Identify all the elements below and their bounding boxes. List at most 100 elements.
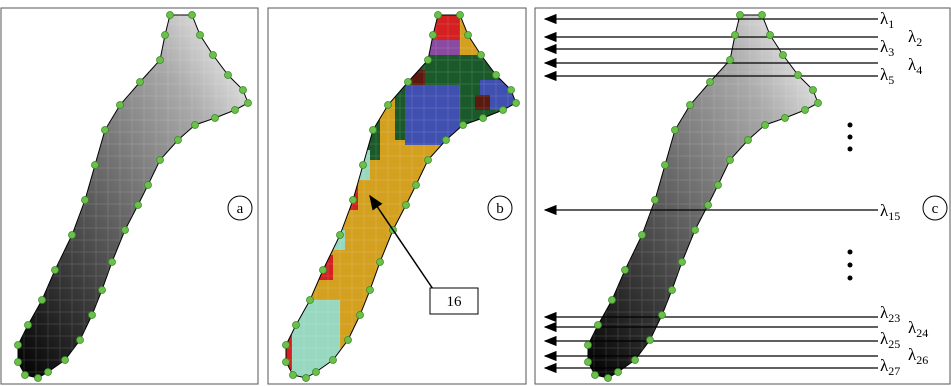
contour-point	[585, 342, 592, 349]
contour-point	[330, 357, 337, 364]
lambda-index: 5	[888, 73, 894, 87]
contour-point	[652, 197, 659, 204]
contour-point	[122, 227, 129, 234]
page: a 16 b c λ1λ2λ3λ4λ5λ15λ23λ24λ25λ26λ27 ((…	[0, 0, 951, 386]
contour-point	[225, 72, 232, 79]
lambda-index: 15	[888, 209, 900, 223]
lambda-label: λ1	[880, 9, 894, 31]
contour-point	[307, 297, 314, 304]
contour-point	[290, 372, 297, 379]
contour-point	[189, 12, 196, 19]
contour-point	[413, 182, 420, 189]
contour-point	[460, 122, 467, 129]
contour-point	[232, 107, 239, 114]
contour-point	[687, 102, 694, 109]
contour-point	[802, 107, 809, 114]
lambda-index: 27	[888, 364, 900, 378]
annotation: 16	[447, 294, 463, 310]
contour-point	[109, 259, 116, 266]
contour-point	[405, 79, 412, 86]
contour-point	[632, 357, 639, 364]
contour-point	[283, 342, 290, 349]
ellipsis	[848, 123, 853, 281]
contour-point	[759, 12, 766, 19]
contour-point	[727, 157, 734, 164]
panel-label: a	[237, 201, 244, 217]
contour-point	[592, 372, 599, 379]
contour-point	[430, 32, 437, 39]
contour-point	[245, 100, 252, 107]
contour-point	[35, 375, 42, 382]
contour-point	[465, 32, 472, 39]
contour-point	[377, 259, 384, 266]
contour-point	[692, 227, 699, 234]
panel-label: b	[496, 201, 504, 217]
contour-point	[210, 52, 217, 59]
contour-point	[513, 100, 520, 107]
contour-point	[313, 369, 320, 376]
contour-point	[615, 369, 622, 376]
contour-point	[283, 359, 290, 366]
region-outline	[286, 15, 516, 378]
contour-point	[102, 127, 109, 134]
contour-point	[25, 322, 32, 329]
lambda-index: 1	[888, 17, 894, 31]
contour-point	[192, 122, 199, 129]
contour-point	[478, 52, 485, 59]
contour-point	[425, 157, 432, 164]
lambda-index: 26	[916, 353, 928, 367]
contour-point	[345, 337, 352, 344]
contour-point	[360, 162, 367, 169]
contour-point	[727, 57, 734, 64]
lambda-label: λ27	[880, 356, 900, 378]
contour-point	[303, 375, 310, 382]
contour-point	[357, 312, 364, 319]
contour-point	[22, 372, 29, 379]
lambda-index: 25	[888, 337, 900, 351]
contour-point	[647, 337, 654, 344]
contour-point	[585, 359, 592, 366]
contour-point	[745, 137, 752, 144]
contour-point	[69, 232, 76, 239]
contour-point	[662, 162, 669, 169]
contour-point	[350, 197, 357, 204]
lambda-label: λ23	[880, 303, 900, 325]
contour-point	[39, 297, 46, 304]
contour-point	[403, 202, 410, 209]
contour-point	[737, 12, 744, 19]
contour-point	[605, 375, 612, 382]
contour-point	[82, 197, 89, 204]
contour-point	[669, 287, 676, 294]
contour-point	[435, 12, 442, 19]
contour-point	[609, 297, 616, 304]
panel-label: c	[932, 201, 939, 217]
contour-point	[157, 57, 164, 64]
contour-point	[732, 32, 739, 39]
contour-point	[622, 267, 629, 274]
contour-point	[425, 57, 432, 64]
contour-point	[337, 232, 344, 239]
contour-point	[293, 322, 300, 329]
contour-point	[672, 127, 679, 134]
lambda-index: 3	[888, 45, 894, 59]
contour-point	[367, 287, 374, 294]
lambda-label: λ5	[880, 65, 894, 87]
lambda-index: 4	[916, 63, 922, 77]
contour-point	[707, 79, 714, 86]
contour-point	[212, 115, 219, 122]
contour-point	[162, 32, 169, 39]
contour-point	[137, 79, 144, 86]
contour-point	[45, 369, 52, 376]
contour-point	[639, 232, 646, 239]
contour-point	[145, 182, 152, 189]
contour-point	[815, 100, 822, 107]
pixel-grid	[18, 15, 248, 378]
contour-point	[595, 322, 602, 329]
contour-point	[175, 137, 182, 144]
contour-point	[15, 342, 22, 349]
contour-point	[92, 162, 99, 169]
lambda-index: 24	[916, 326, 928, 340]
contour-point	[320, 267, 327, 274]
contour-point	[780, 52, 787, 59]
contour-point	[197, 32, 204, 39]
